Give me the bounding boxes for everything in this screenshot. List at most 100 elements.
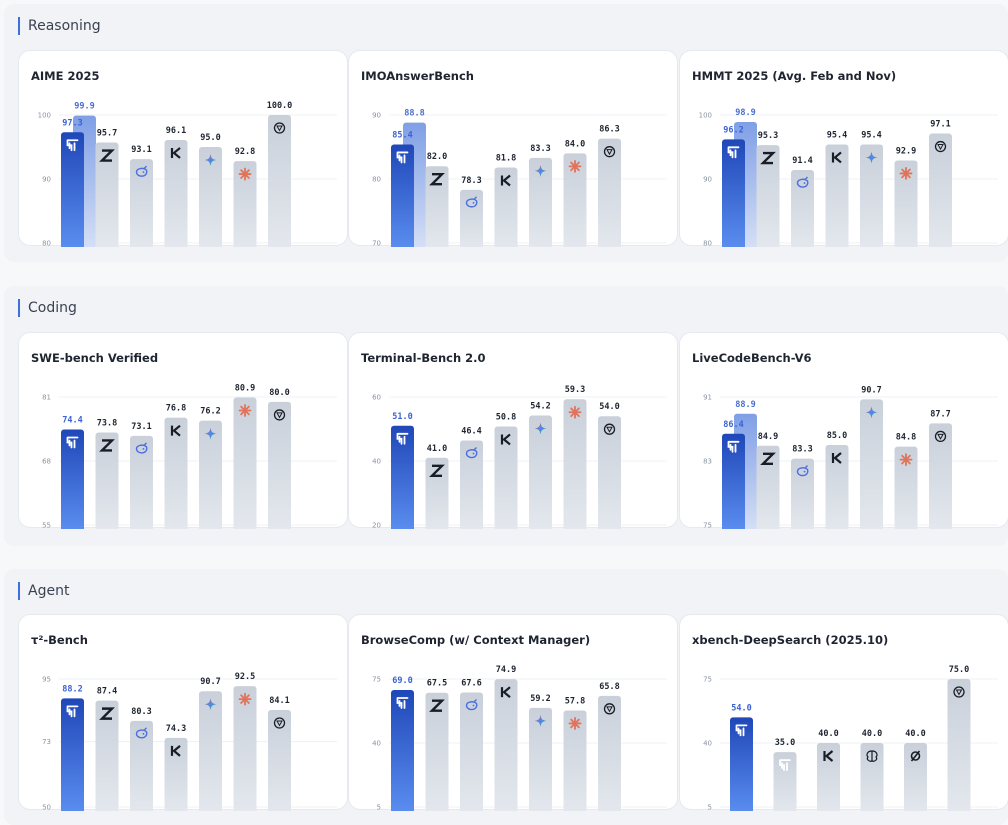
mimo-icon xyxy=(396,151,409,164)
chart-svg: 90 80 70 88.8 85.4 82.0 78.3 81.8 83.3 84.0 86.3 xyxy=(372,109,667,247)
data-label: 90.7 xyxy=(200,677,220,687)
data-label: 87.4 xyxy=(97,687,117,697)
data-label: 74.4 xyxy=(62,415,82,425)
claude-icon xyxy=(238,404,252,417)
z-icon xyxy=(760,151,776,165)
claude-icon xyxy=(238,167,252,181)
mimo-icon xyxy=(66,705,79,718)
gemini-icon xyxy=(534,164,547,177)
data-label: 40.0 xyxy=(905,729,925,739)
bar-group: 46.4 xyxy=(460,427,483,529)
chart-title: Terminal-Bench 2.0 xyxy=(361,351,486,365)
whale-icon xyxy=(465,447,478,459)
bar-group: 95.7 xyxy=(95,129,119,247)
bar xyxy=(529,157,552,247)
data-label: 95.0 xyxy=(200,133,220,143)
bar-group: 40.0 xyxy=(904,729,927,811)
k-icon xyxy=(500,686,511,699)
data-label: 83.3 xyxy=(530,144,550,154)
data-label: 90.7 xyxy=(861,385,881,395)
bar-group: 82.0 xyxy=(425,152,449,247)
bar xyxy=(199,420,222,529)
data-label: 54.0 xyxy=(599,402,619,412)
data-label: 81.8 xyxy=(496,153,516,163)
bar xyxy=(756,145,780,247)
data-label: 40.0 xyxy=(862,729,882,739)
z-icon xyxy=(99,149,115,162)
bar-group: 73.1 xyxy=(130,422,153,529)
z-icon xyxy=(99,707,115,720)
y-tick-label: 5 xyxy=(708,804,712,812)
gemini-icon xyxy=(204,427,217,440)
y-tick-label: 81 xyxy=(42,394,51,402)
chart-panel: τ²-Bench 95 73 50 88.2 87.4 80.3 74.3 90.7 92.5 8… xyxy=(18,614,348,811)
bar-group: 85.0 xyxy=(825,431,849,529)
bar-group: 92.8 xyxy=(233,147,257,247)
bar-group: 84.1 xyxy=(268,696,291,811)
z-icon xyxy=(429,172,445,186)
bar-group: 93.1 xyxy=(130,145,153,247)
bar-group: 88.9 86.4 xyxy=(722,400,757,529)
bar-group: 76.2 xyxy=(199,407,222,529)
bar xyxy=(164,139,188,247)
data-label: 76.8 xyxy=(166,404,186,414)
bar-group: 92.9 xyxy=(894,146,918,247)
bar xyxy=(817,743,840,811)
z-icon xyxy=(760,452,776,466)
bar xyxy=(563,153,587,247)
bar xyxy=(61,429,84,529)
bar-group: 100.0 xyxy=(267,101,292,247)
section-title: Reasoning xyxy=(18,17,101,35)
gemini-icon xyxy=(534,714,547,727)
bar xyxy=(130,159,153,247)
data-label: 97.3 xyxy=(62,118,82,128)
data-label: 54.0 xyxy=(731,703,751,713)
bar xyxy=(825,445,849,529)
z-icon xyxy=(429,699,445,712)
data-label: 85.0 xyxy=(827,431,847,441)
bar xyxy=(233,397,257,529)
bar-group: 40.0 xyxy=(817,729,840,811)
data-label: 73.8 xyxy=(97,418,117,428)
y-tick-label: 75 xyxy=(703,522,712,530)
openai-icon xyxy=(603,423,616,435)
bar-group: 54.2 xyxy=(529,402,552,529)
bar xyxy=(529,707,552,811)
data-label: 84.1 xyxy=(269,696,289,706)
bar xyxy=(61,698,84,811)
bar-group: 98.9 96.2 xyxy=(722,108,757,247)
chart-svg: 95 73 50 88.2 87.4 80.3 74.3 90.7 92.5 84.1 xyxy=(42,672,337,811)
bar-group: 78.3 xyxy=(460,176,483,247)
k-icon xyxy=(831,452,842,464)
k-icon xyxy=(170,147,181,159)
bar-group: 74.9 xyxy=(494,665,518,811)
data-label: 95.7 xyxy=(97,129,117,139)
chart-svg: 75 40 5 54.0 35.0 40.0 40.0 40.0 75.0 xyxy=(703,665,998,812)
bar-group: 90.7 xyxy=(199,677,222,811)
whale-icon xyxy=(135,727,148,739)
bar xyxy=(199,147,222,247)
openai-icon xyxy=(273,122,286,134)
data-label: 84.9 xyxy=(758,432,778,442)
bar xyxy=(233,161,257,247)
y-tick-label: 80 xyxy=(372,176,381,184)
mimo-icon xyxy=(727,440,740,453)
whale-icon xyxy=(796,176,809,188)
chart-svg: 75 40 5 69.0 67.5 67.6 74.9 59.2 57.8 65.8 xyxy=(372,665,667,812)
data-label: 84.8 xyxy=(896,433,916,443)
y-tick-label: 100 xyxy=(38,112,51,120)
data-label: 75.0 xyxy=(949,665,969,675)
data-label: 96.2 xyxy=(723,125,743,135)
y-tick-label: 5 xyxy=(377,804,381,812)
bar-group: 99.9 97.3 xyxy=(61,102,96,247)
y-tick-label: 60 xyxy=(372,394,381,402)
k-icon xyxy=(831,151,842,164)
data-label: 57.8 xyxy=(565,696,585,706)
bar xyxy=(929,423,952,529)
bar-group: 74.4 xyxy=(61,415,84,529)
data-label: 93.1 xyxy=(131,145,151,155)
slash-circle-icon xyxy=(910,750,921,762)
data-label: 59.3 xyxy=(565,385,585,395)
chart-title: SWE-bench Verified xyxy=(31,351,159,365)
data-label: 87.7 xyxy=(930,409,950,419)
